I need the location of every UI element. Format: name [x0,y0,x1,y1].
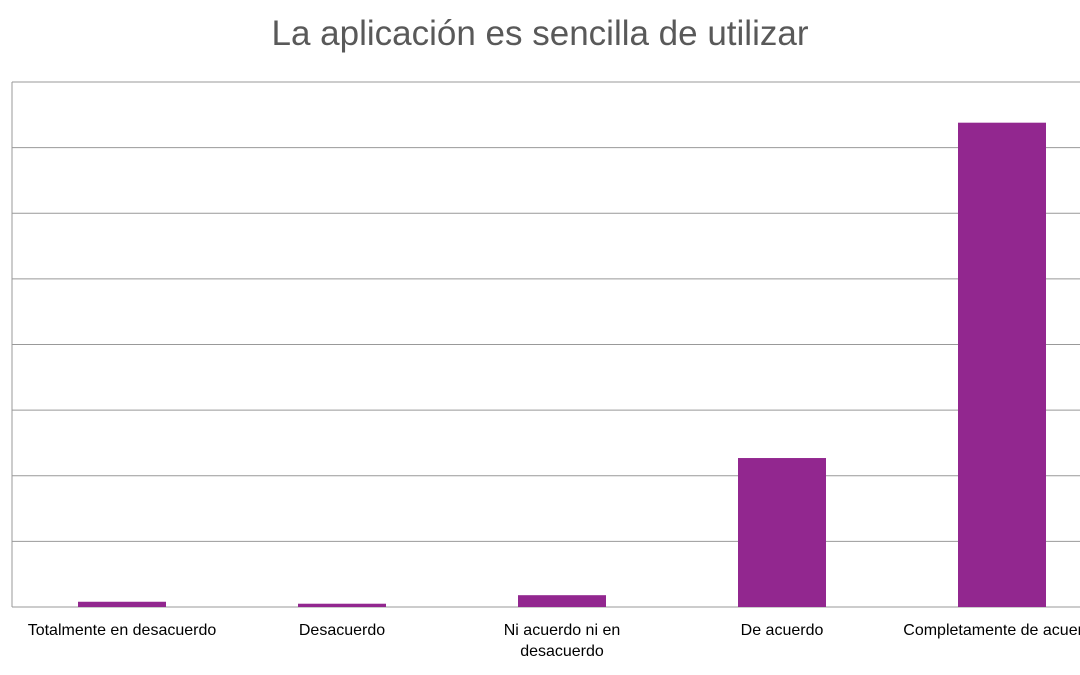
bar [298,603,386,607]
x-tick-label: Desacuerdo [298,622,386,639]
x-tick-label: Ni acuerdo ni en desacuerdo [503,622,621,660]
bar [958,122,1046,607]
bar [738,458,826,607]
x-tick-label: Totalmente en desacuerdo [27,622,217,639]
x-tick-label: Completamente de acuerdo [903,622,1080,639]
bar [78,601,166,607]
chart-title: La aplicación es sencilla de utilizar [271,14,809,53]
bar [518,595,606,607]
x-tick-label: De acuerdo [740,622,824,639]
